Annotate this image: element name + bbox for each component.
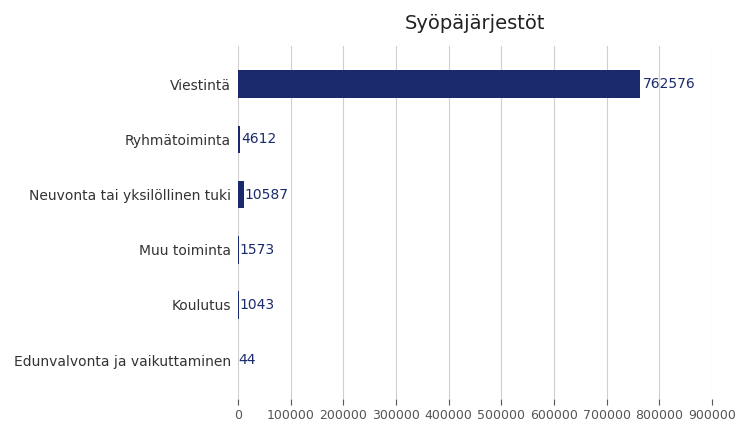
Text: 4612: 4612	[242, 133, 277, 146]
Bar	[238, 70, 640, 98]
Bar	[238, 181, 244, 208]
Text: 44: 44	[238, 353, 256, 367]
Text: 762576: 762576	[643, 77, 695, 91]
Text: 1043: 1043	[239, 298, 274, 312]
Text: 1573: 1573	[239, 243, 274, 257]
Title: Syöpäjärjestöt: Syöpäjärjestöt	[405, 14, 545, 33]
Bar	[238, 126, 241, 153]
Text: 10587: 10587	[244, 187, 288, 201]
